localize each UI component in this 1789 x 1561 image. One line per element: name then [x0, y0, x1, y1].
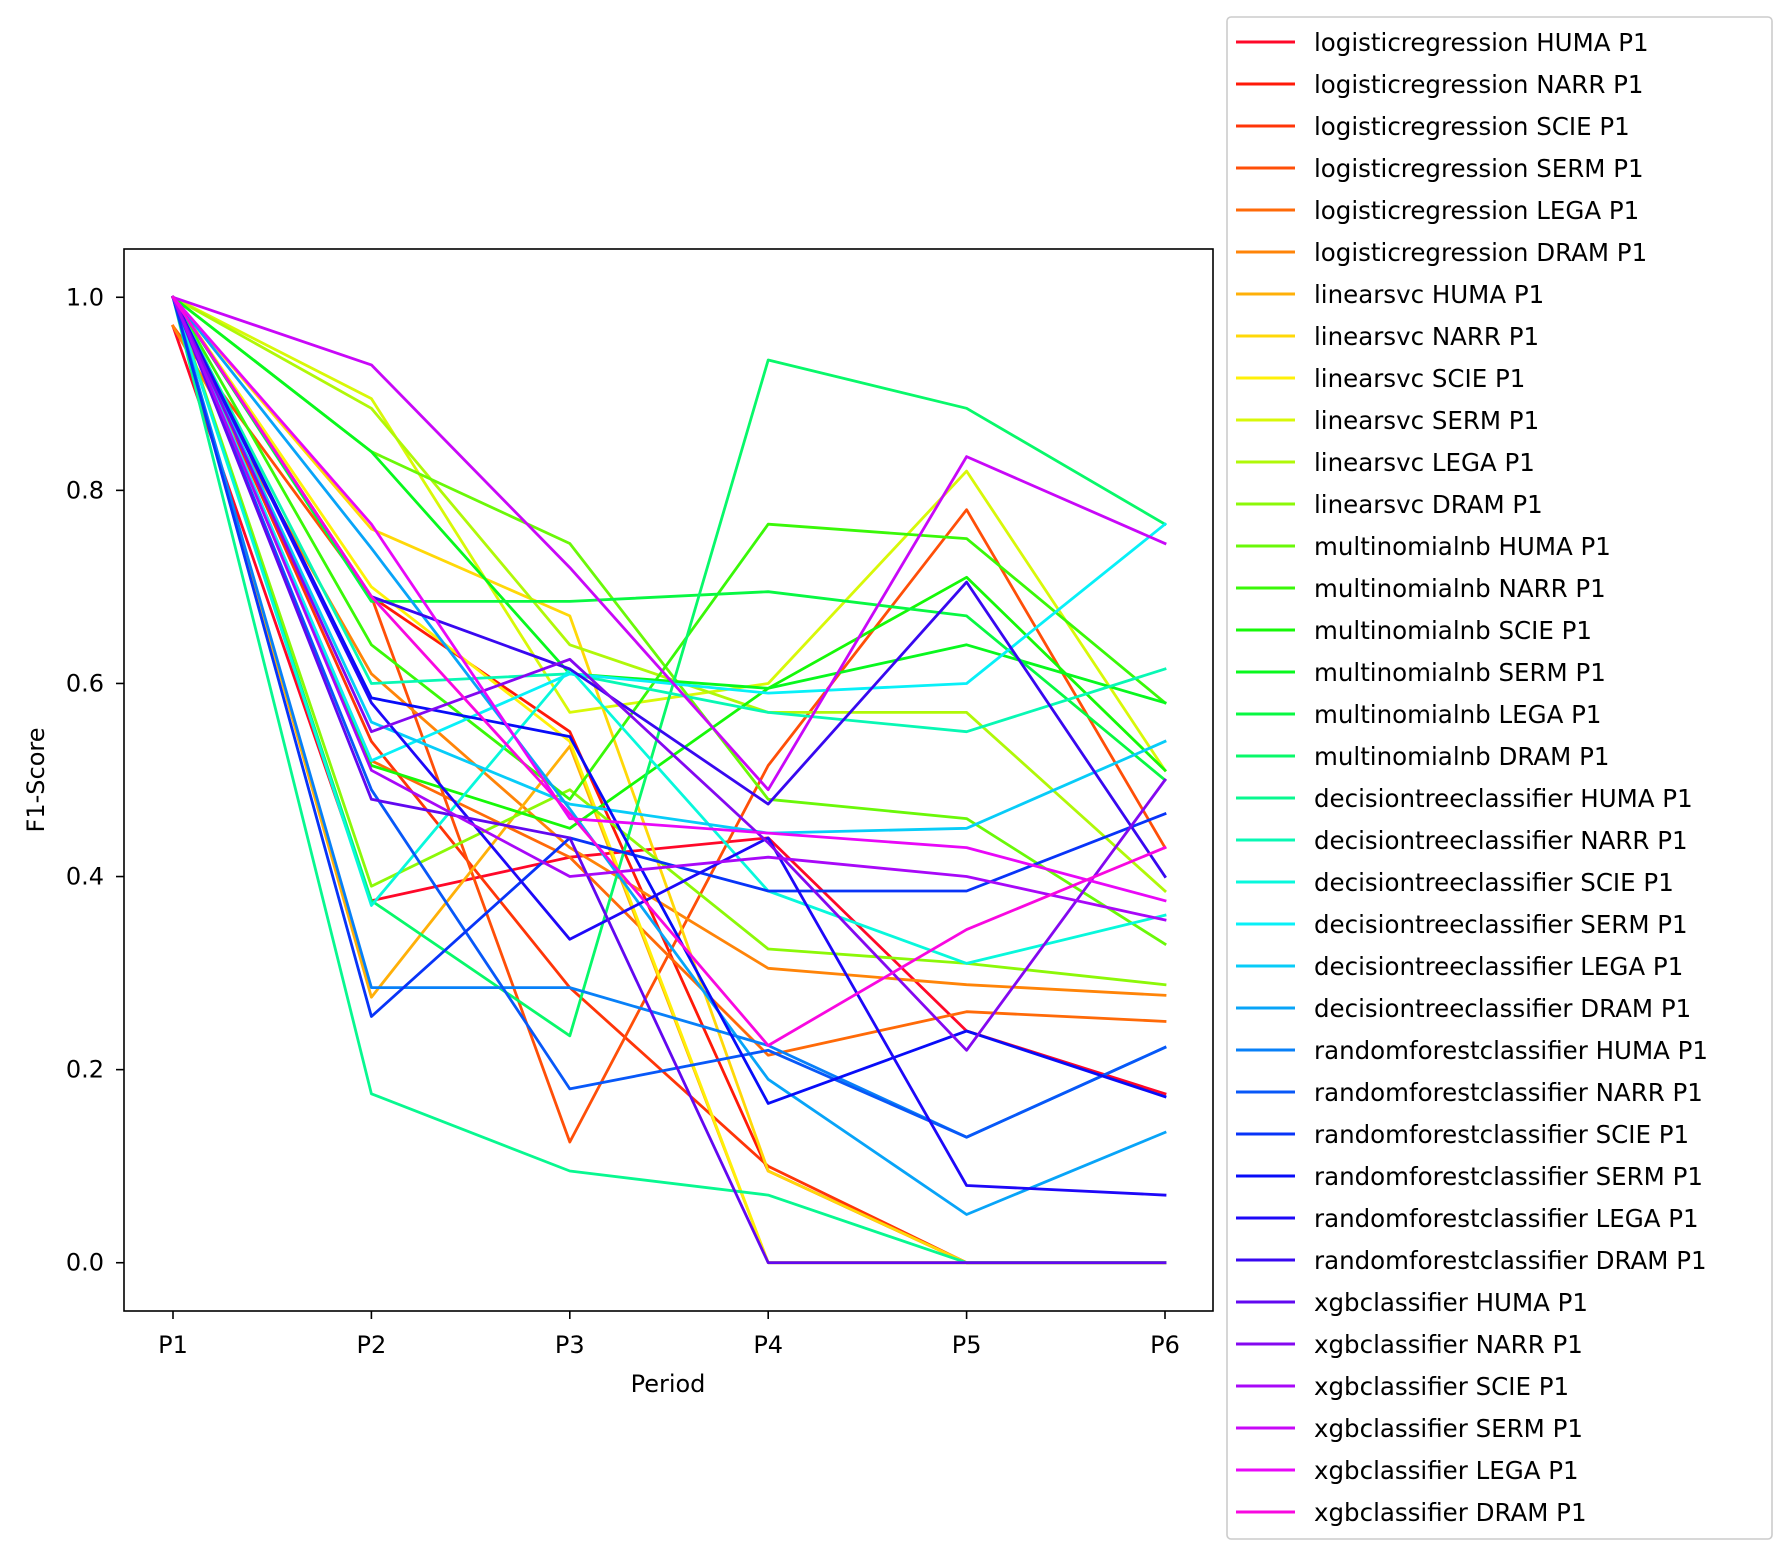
x-tick-label: P3: [555, 1331, 585, 1359]
legend-label: logisticregression LEGA P1: [1314, 196, 1639, 225]
legend-label: multinomialnb DRAM P1: [1314, 742, 1609, 771]
legend-label: multinomialnb LEGA P1: [1314, 700, 1602, 729]
legend-label: multinomialnb NARR P1: [1314, 574, 1606, 603]
legend-label: logisticregression DRAM P1: [1314, 238, 1647, 267]
legend-label: xgbclassifier NARR P1: [1314, 1330, 1583, 1359]
legend-label: logisticregression HUMA P1: [1314, 28, 1649, 57]
legend-label: linearsvc NARR P1: [1314, 322, 1539, 351]
series-line-16: [171, 295, 1167, 782]
series-line-22: [171, 295, 1167, 835]
legend-label: multinomialnb SCIE P1: [1314, 616, 1592, 645]
legend-label: xgbclassifier DRAM P1: [1314, 1498, 1587, 1527]
legend: logisticregression HUMA P1 logisticregres…: [1226, 16, 1773, 1540]
series-line-15: [171, 295, 1167, 705]
legend-label: randomforestclassifier NARR P1: [1314, 1078, 1703, 1107]
series-line-34: [171, 295, 1167, 903]
legend-label: decisiontreeclassifier SERM P1: [1314, 910, 1688, 939]
x-tick-label: P6: [1150, 1331, 1180, 1359]
series-line-30: [171, 295, 1167, 1265]
legend-label: randomforestclassifier SERM P1: [1314, 1162, 1703, 1191]
x-tick-label: P1: [158, 1331, 188, 1359]
legend-label: xgbclassifier SCIE P1: [1314, 1372, 1569, 1401]
legend-label: linearsvc LEGA P1: [1314, 448, 1535, 477]
series-lines: [171, 295, 1167, 1265]
legend-label: randomforestclassifier HUMA P1: [1314, 1036, 1708, 1065]
y-axis-label: F1-Score: [22, 728, 50, 833]
plot-frame: [123, 248, 1214, 1312]
y-axis: 0.0 0.2 0.4 0.6 0.8 1.0: [66, 283, 124, 1277]
y-tick-label: 0.6: [66, 669, 104, 697]
series-line-35: [171, 295, 1167, 1047]
x-axis-label: Period: [631, 1370, 706, 1398]
legend-label: linearsvc SCIE P1: [1314, 364, 1525, 393]
legend-label: randomforestclassifier SCIE P1: [1314, 1120, 1689, 1149]
series-line-19: [171, 295, 1167, 734]
legend-label: xgbclassifier SERM P1: [1314, 1414, 1583, 1443]
legend-label: logisticregression NARR P1: [1314, 70, 1644, 99]
legend-label: logisticregression SERM P1: [1314, 154, 1644, 183]
series-line-32: [171, 295, 1167, 922]
legend-label: linearsvc HUMA P1: [1314, 280, 1544, 309]
legend-label: linearsvc DRAM P1: [1314, 490, 1543, 519]
x-tick-label: P4: [753, 1331, 783, 1359]
y-tick-label: 0.8: [66, 476, 104, 504]
series-line-14: [171, 295, 1167, 830]
legend-label: multinomialnb HUMA P1: [1314, 532, 1611, 561]
series-line-11: [171, 295, 1167, 987]
x-tick-label: P2: [357, 1331, 387, 1359]
y-tick-label: 1.0: [66, 283, 104, 311]
legend-label: randomforestclassifier LEGA P1: [1314, 1204, 1699, 1233]
legend-label: multinomialnb SERM P1: [1314, 658, 1606, 687]
series-line-21: [171, 295, 1167, 763]
series-line-20: [171, 295, 1167, 965]
series-line-26: [171, 295, 1167, 1018]
series-line-23: [171, 295, 1167, 1216]
legend-label: decisiontreeclassifier HUMA P1: [1314, 784, 1693, 813]
legend-label: decisiontreeclassifier NARR P1: [1314, 826, 1688, 855]
legend-label: linearsvc SERM P1: [1314, 406, 1539, 435]
legend-frame: [1226, 16, 1773, 1540]
series-line-33: [171, 295, 1167, 792]
x-axis: P1 P2 P3 P4 P5 P6: [158, 1311, 1180, 1359]
legend-label: logisticregression SCIE P1: [1314, 112, 1630, 141]
legend-label: xgbclassifier LEGA P1: [1314, 1456, 1579, 1485]
legend-label: randomforestclassifier DRAM P1: [1314, 1246, 1707, 1275]
series-line-27: [171, 295, 1167, 1105]
series-line-5: [171, 324, 1167, 997]
series-line-13: [171, 295, 1167, 801]
legend-label: decisiontreeclassifier DRAM P1: [1314, 994, 1691, 1023]
series-line-25: [171, 295, 1167, 1139]
y-tick-label: 0.2: [66, 1056, 104, 1084]
legend-label: xgbclassifier HUMA P1: [1314, 1288, 1588, 1317]
y-tick-label: 0.0: [66, 1249, 104, 1277]
series-line-31: [171, 295, 1167, 1052]
legend-label: decisiontreeclassifier LEGA P1: [1314, 952, 1683, 981]
y-tick-label: 0.4: [66, 863, 104, 891]
x-tick-label: P5: [952, 1331, 982, 1359]
series-line-28: [171, 295, 1167, 1197]
legend-label: decisiontreeclassifier SCIE P1: [1314, 868, 1674, 897]
